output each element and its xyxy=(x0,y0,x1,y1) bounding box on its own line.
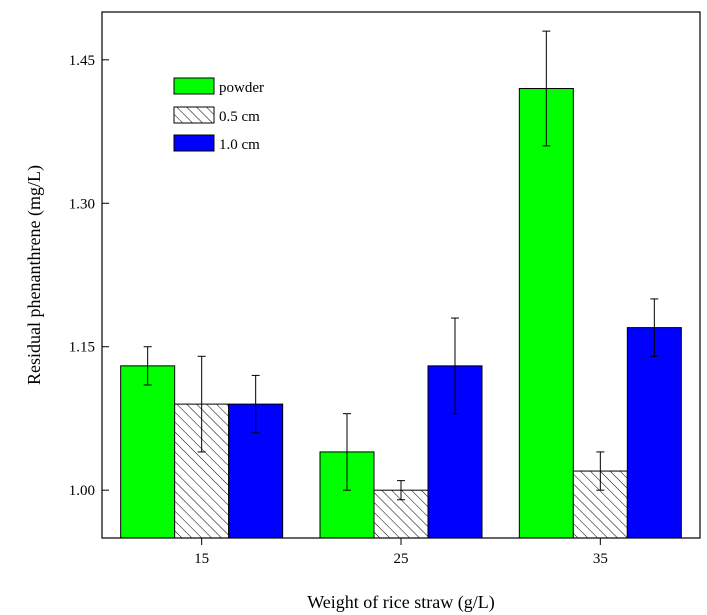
legend-label-1-0-cm: 1.0 cm xyxy=(219,137,260,153)
x-axis: 15 25 35 xyxy=(194,538,608,567)
y-tick-label-0: 1.00 xyxy=(69,483,95,499)
x-tick-label-25: 25 xyxy=(394,551,409,567)
y-tick-label-2: 1.30 xyxy=(69,196,95,212)
y-tick-label-1: 1.15 xyxy=(69,340,95,356)
legend-swatch-powder xyxy=(173,77,215,95)
legend-swatch-0-5-cm xyxy=(173,106,215,124)
legend-swatch-1-0-cm xyxy=(173,134,215,152)
y-axis: 1.00 1.15 1.30 1.45 xyxy=(69,53,109,499)
bars-layer xyxy=(120,88,682,539)
error-bars-layer xyxy=(143,30,659,501)
legend: powder 0.5 cm 1.0 cm xyxy=(173,77,264,153)
bar-powder-35 xyxy=(518,88,574,539)
x-axis-title: Weight of rice straw (g/L) xyxy=(307,592,494,613)
bar-powder-15 xyxy=(120,365,176,539)
legend-label-0-5-cm: 0.5 cm xyxy=(219,109,260,125)
x-tick-label-35: 35 xyxy=(593,551,608,567)
legend-label-powder: powder xyxy=(219,80,264,96)
x-tick-label-15: 15 xyxy=(194,551,209,567)
bar-1-0-cm-35 xyxy=(626,327,682,539)
y-axis-title: Residual phenanthrene (mg/L) xyxy=(24,165,45,385)
y-tick-label-3: 1.45 xyxy=(69,53,95,69)
